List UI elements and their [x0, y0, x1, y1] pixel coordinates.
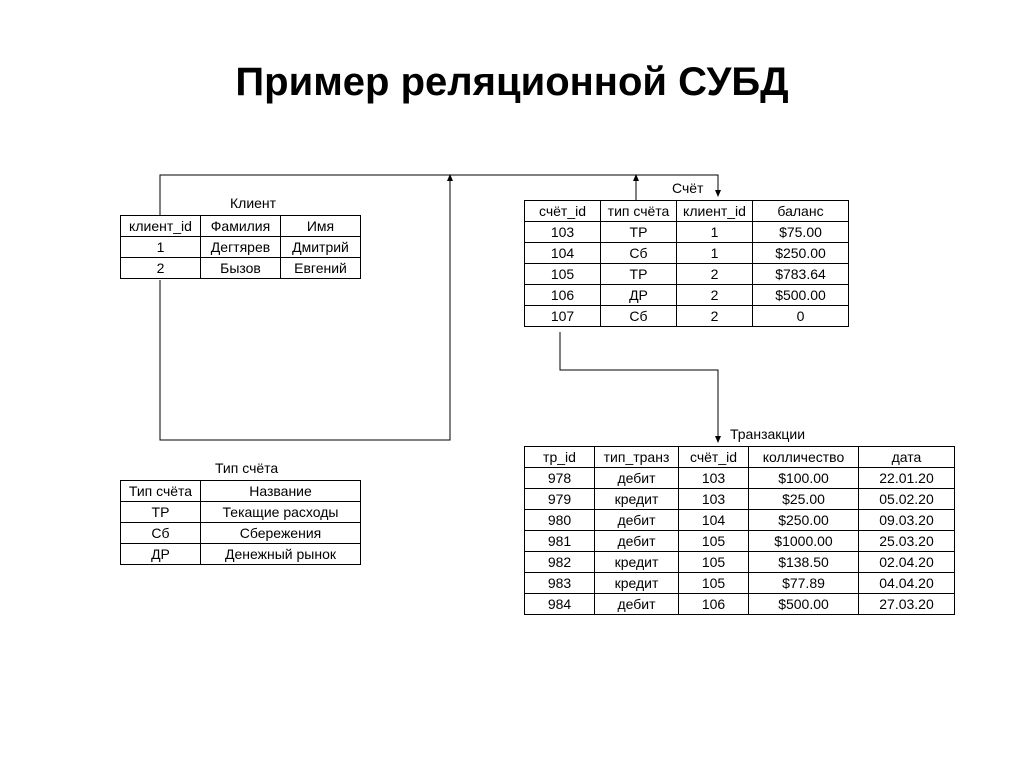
table-row: 979кредит103$25.0005.02.20 — [525, 489, 955, 510]
table-header-row: счёт_id тип счёта клиент_id баланс — [525, 201, 849, 222]
table-row: 103ТР1$75.00 — [525, 222, 849, 243]
col-header: дата — [859, 447, 955, 468]
col-header: счёт_id — [679, 447, 749, 468]
table-row: СбСбережения — [121, 523, 361, 544]
relationship-connectors — [0, 0, 1024, 767]
table-row: 980дебит104$250.0009.03.20 — [525, 510, 955, 531]
table-row: 978дебит103$100.0022.01.20 — [525, 468, 955, 489]
col-header: тип счёта — [601, 201, 677, 222]
table-row: 106ДР2$500.00 — [525, 285, 849, 306]
col-header: клиент_id — [121, 216, 201, 237]
client-table: клиент_id Фамилия Имя 1ДегтяревДмитрий 2… — [120, 215, 361, 279]
table-row: ДРДенежный рынок — [121, 544, 361, 565]
table-row: ТРТекащие расходы — [121, 502, 361, 523]
table-row: 1ДегтяревДмитрий — [121, 237, 361, 258]
table-row: 105ТР2$783.64 — [525, 264, 849, 285]
col-header: счёт_id — [525, 201, 601, 222]
account-table: счёт_id тип счёта клиент_id баланс 103ТР… — [524, 200, 849, 327]
table-row: 981дебит105$1000.0025.03.20 — [525, 531, 955, 552]
table-row: 104Сб1$250.00 — [525, 243, 849, 264]
col-header: Фамилия — [201, 216, 281, 237]
table-header-row: Тип счёта Название — [121, 481, 361, 502]
table-row: 107Сб20 — [525, 306, 849, 327]
col-header: клиент_id — [677, 201, 753, 222]
transactions-table-label: Транзакции — [730, 426, 805, 442]
accounttype-table-label: Тип счёта — [215, 460, 278, 476]
client-table-label: Клиент — [230, 195, 276, 211]
page-title: Пример реляционной СУБД — [0, 60, 1024, 105]
table-header-row: тр_id тип_транз счёт_id колличество дата — [525, 447, 955, 468]
col-header: тип_транз — [595, 447, 679, 468]
table-row: 984дебит106$500.0027.03.20 — [525, 594, 955, 615]
col-header: колличество — [749, 447, 859, 468]
table-row: 2БызовЕвгений — [121, 258, 361, 279]
col-header: баланс — [753, 201, 849, 222]
col-header: тр_id — [525, 447, 595, 468]
table-row: 982кредит105$138.5002.04.20 — [525, 552, 955, 573]
col-header: Название — [201, 481, 361, 502]
table-header-row: клиент_id Фамилия Имя — [121, 216, 361, 237]
col-header: Имя — [281, 216, 361, 237]
accounttype-table: Тип счёта Название ТРТекащие расходы СбС… — [120, 480, 361, 565]
account-table-label: Счёт — [672, 180, 703, 196]
col-header: Тип счёта — [121, 481, 201, 502]
table-row: 983кредит105$77.8904.04.20 — [525, 573, 955, 594]
transactions-table: тр_id тип_транз счёт_id колличество дата… — [524, 446, 955, 615]
